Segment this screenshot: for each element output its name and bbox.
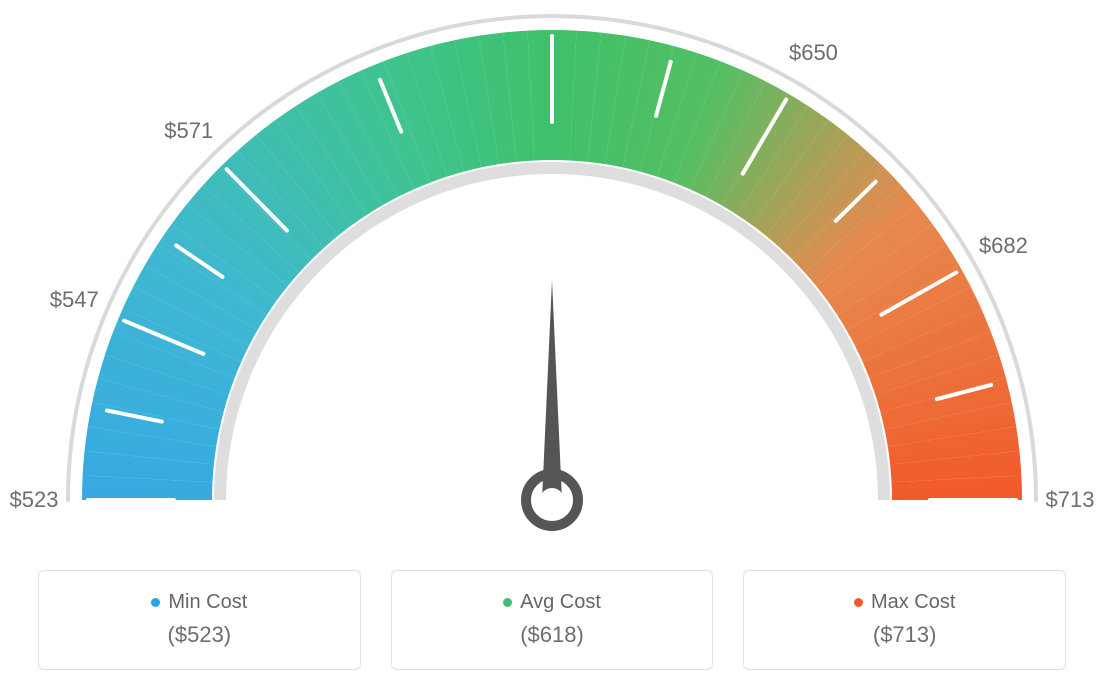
gauge-tick-label: $571 [164, 118, 213, 144]
legend-card-avg: Avg Cost ($618) [391, 570, 714, 670]
gauge-tick-label: $713 [1046, 487, 1095, 513]
gauge-tick-label: $650 [789, 40, 838, 66]
legend-label-min: Min Cost [168, 591, 247, 614]
legend-dot-min [151, 598, 160, 607]
legend-value-max: ($713) [873, 622, 937, 648]
legend-label-max: Max Cost [871, 591, 955, 614]
legend-card-min: Min Cost ($523) [38, 570, 361, 670]
gauge-tick-label: $523 [10, 487, 59, 513]
legend-row: Min Cost ($523) Avg Cost ($618) Max Cost… [0, 570, 1104, 670]
gauge-tick-label: $682 [979, 233, 1028, 259]
gauge-svg [0, 0, 1104, 560]
legend-value-avg: ($618) [520, 622, 584, 648]
gauge-tick-label: $547 [50, 287, 99, 313]
legend-dot-avg [503, 598, 512, 607]
legend-dot-max [854, 598, 863, 607]
legend-label-avg: Avg Cost [520, 591, 601, 614]
cost-gauge: $523$547$571$618$650$682$713 [0, 0, 1104, 560]
legend-value-min: ($523) [168, 622, 232, 648]
legend-card-max: Max Cost ($713) [743, 570, 1066, 670]
